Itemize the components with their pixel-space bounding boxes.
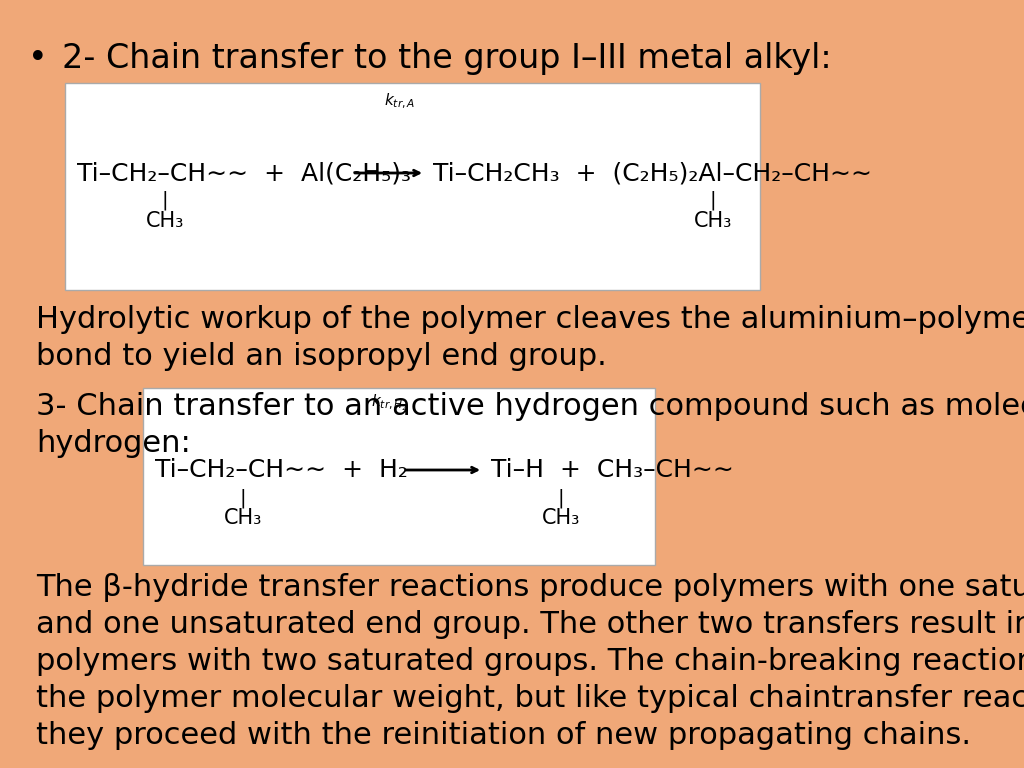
Text: |: | <box>710 191 717 210</box>
Text: 2- Chain transfer to the group I–III metal alkyl:: 2- Chain transfer to the group I–III met… <box>62 42 831 75</box>
Text: CH₃: CH₃ <box>145 211 184 231</box>
Text: Ti–CH₂–CH∼∼  +  H₂: Ti–CH₂–CH∼∼ + H₂ <box>155 458 408 482</box>
Text: CH₃: CH₃ <box>542 508 581 528</box>
Text: |: | <box>162 191 168 210</box>
Text: •: • <box>28 42 48 75</box>
Text: Ti–H  +  CH₃–CH∼∼: Ti–H + CH₃–CH∼∼ <box>490 458 734 482</box>
Bar <box>65 83 760 290</box>
Text: CH₃: CH₃ <box>694 211 732 231</box>
Text: 3- Chain transfer to an active hydrogen compound such as molecular
hydrogen:: 3- Chain transfer to an active hydrogen … <box>36 392 1024 458</box>
Text: The β-hydride transfer reactions produce polymers with one saturated
and one uns: The β-hydride transfer reactions produce… <box>36 573 1024 750</box>
Bar <box>143 388 655 565</box>
Text: Ti–CH₂CH₃  +  (C₂H₅)₂Al–CH₂–CH∼∼: Ti–CH₂CH₃ + (C₂H₅)₂Al–CH₂–CH∼∼ <box>433 161 872 185</box>
Text: |: | <box>558 488 564 508</box>
Text: |: | <box>240 488 247 508</box>
Text: $k_{tr,A}$: $k_{tr,A}$ <box>384 91 416 111</box>
Text: Hydrolytic workup of the polymer cleaves the aluminium–polymer
bond to yield an : Hydrolytic workup of the polymer cleaves… <box>36 305 1024 371</box>
Text: Ti–CH₂–CH∼∼  +  Al(C₂H₅)₃: Ti–CH₂–CH∼∼ + Al(C₂H₅)₃ <box>77 161 411 185</box>
Text: $k_{tr,H_2}$: $k_{tr,H_2}$ <box>371 392 408 413</box>
Text: CH₃: CH₃ <box>224 508 262 528</box>
